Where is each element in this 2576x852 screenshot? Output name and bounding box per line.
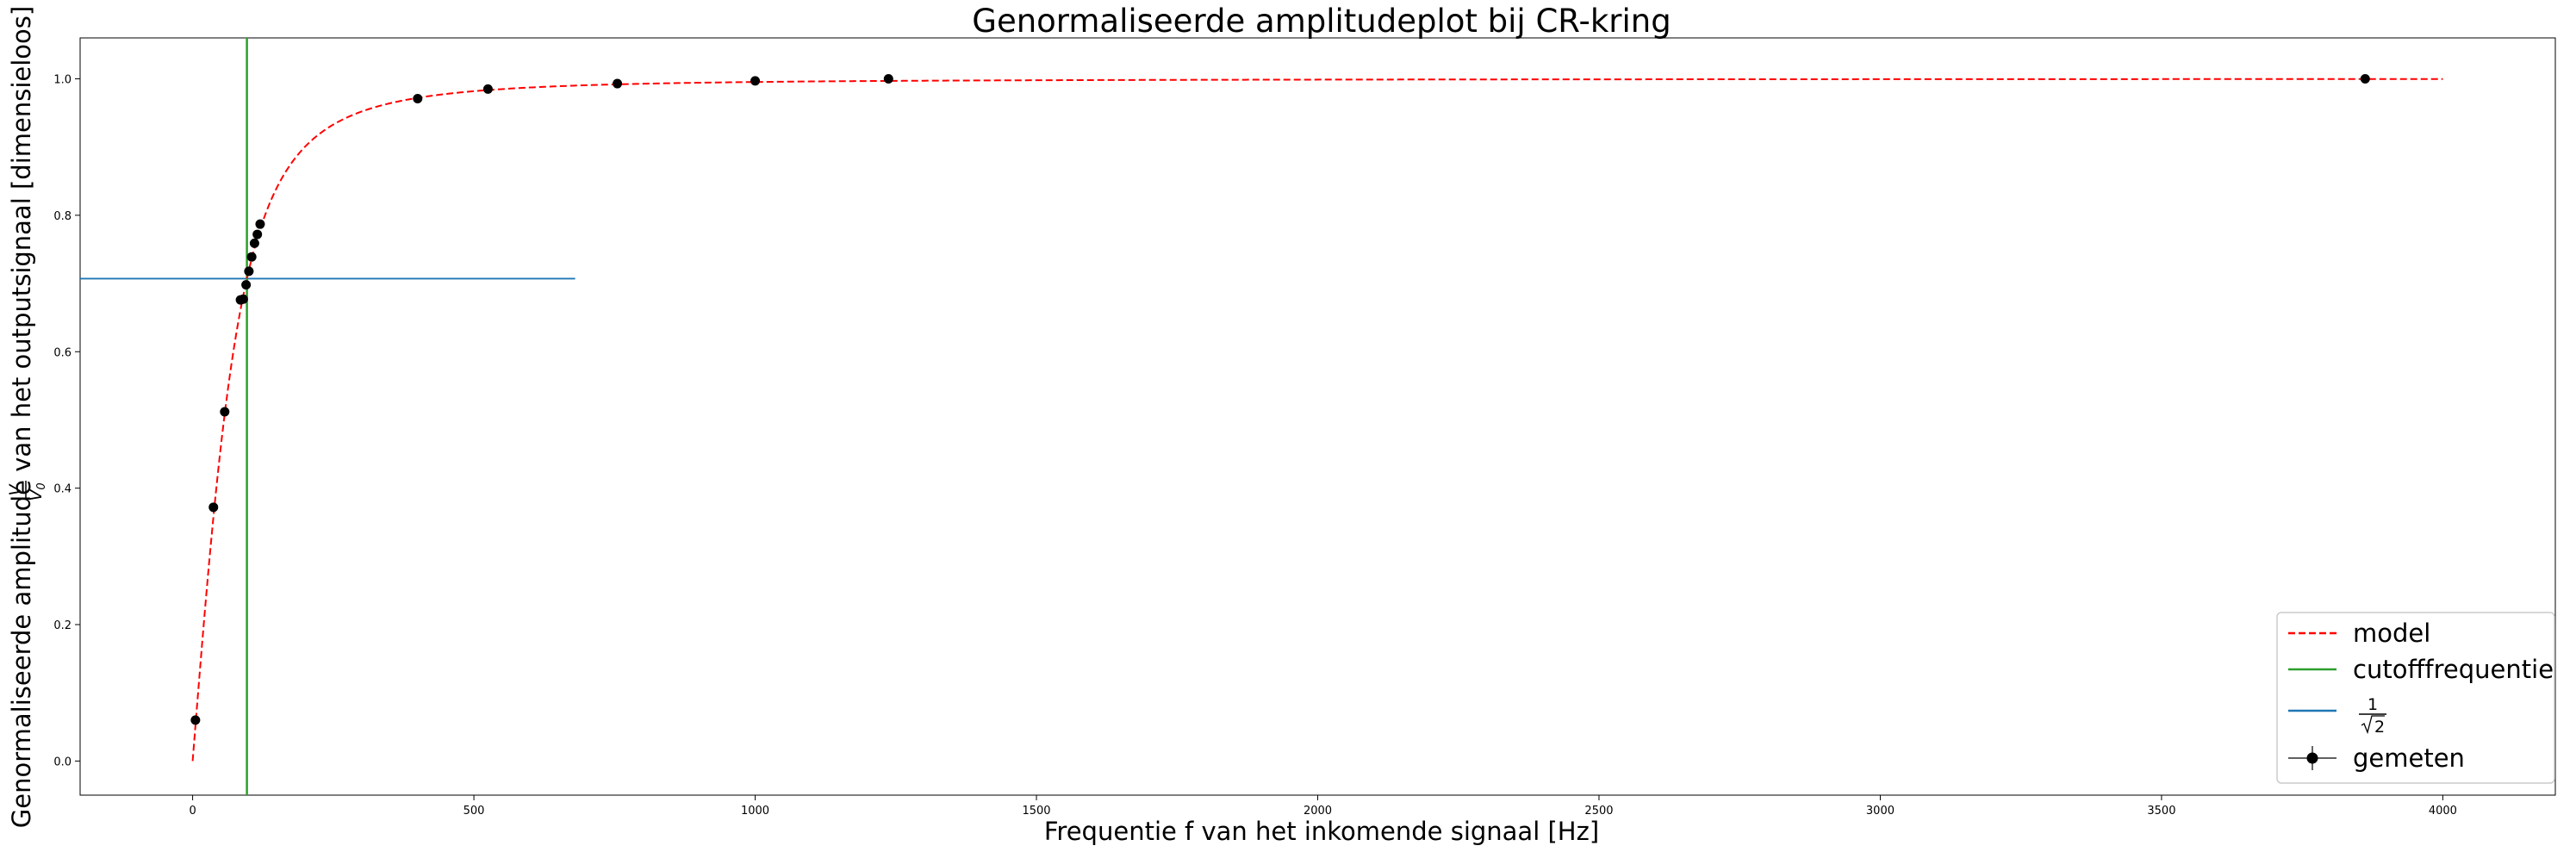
legend-label-frac-den: 2 — [2374, 718, 2385, 737]
x-tick-label: 4000 — [2429, 805, 2457, 818]
x-tick-label: 0 — [189, 805, 196, 818]
x-tick-label: 2500 — [1584, 805, 1613, 818]
x-tick-label: 500 — [464, 805, 485, 818]
measured-point — [252, 229, 263, 239]
y-tick-label: 0.0 — [53, 756, 72, 768]
legend-item-model: model — [2288, 619, 2430, 648]
legend-label-frac-num: 1 — [2368, 695, 2378, 714]
x-tick-label: 2000 — [1304, 805, 1332, 818]
x-tick-label: 3500 — [2147, 805, 2175, 818]
legend-label-model: model — [2353, 619, 2430, 648]
y-axis-title-frac-den: V0 — [27, 482, 48, 501]
y-axis-title: Genormaliseerde amplitude van het output… — [6, 6, 48, 828]
x-axis: 0 500 1000 1500 2000 2500 3000 3500 4000 — [189, 795, 2457, 818]
y-axis-title-prefix: Genormaliseerde amplitude — [7, 472, 36, 828]
measured-point — [238, 294, 248, 304]
x-tick-label: 1000 — [741, 805, 769, 818]
model-curve — [191, 78, 2443, 762]
measured-point — [413, 93, 423, 103]
legend-label-cutofffrequentie: cutofffrequentie — [2353, 655, 2554, 684]
y-tick-label: 0.8 — [53, 210, 72, 223]
measured-point — [2360, 74, 2370, 84]
y-axis-title-frac-num: V — [6, 483, 25, 496]
measured-point — [244, 266, 254, 277]
measured-point — [613, 78, 623, 89]
y-axis-title-suffix: van het outputsignaal [dimensieloos] — [7, 6, 36, 472]
legend-item-inverse-sqrt2: 1 2 — [2288, 695, 2386, 737]
measured-point — [220, 407, 230, 417]
svg-text:Genormaliseerde amplitude: Genormaliseerde amplitude van het output… — [7, 6, 36, 828]
measured-point — [255, 219, 265, 229]
measured-point — [883, 74, 893, 84]
y-tick-label: 0.2 — [53, 619, 72, 632]
legend: model cutofffrequentie 1 2 gemeten — [2276, 612, 2555, 784]
plot-area — [79, 37, 2556, 796]
legend-label-gemeten: gemeten — [2353, 743, 2465, 773]
measured-point — [241, 280, 252, 290]
x-tick-label: 3000 — [1866, 805, 1895, 818]
plot-frame — [79, 37, 2556, 796]
legend-item-gemeten: gemeten — [2288, 743, 2465, 773]
x-axis-title: Frequentie f van het inkomende signaal [… — [1044, 817, 1599, 846]
measured-point — [249, 238, 259, 248]
y-tick-label: 1.0 — [53, 74, 72, 87]
y-axis-title-fraction: V V0 — [6, 481, 48, 501]
measured-point — [750, 76, 761, 86]
measured-point — [482, 84, 493, 94]
x-tick-label: 1500 — [1022, 805, 1050, 818]
measured-point — [208, 502, 219, 513]
legend-box — [2276, 612, 2555, 784]
measured-point — [190, 715, 201, 725]
legend-item-cutofffrequentie: cutofffrequentie — [2288, 655, 2554, 684]
y-tick-label: 0.4 — [53, 483, 72, 496]
measured-point — [246, 252, 257, 262]
chart-title: Genormaliseerde amplitudeplot bij CR-kri… — [972, 3, 1671, 40]
y-axis: 0.0 0.2 0.4 0.6 0.8 1.0 — [53, 74, 80, 768]
y-tick-label: 0.6 — [53, 346, 72, 359]
